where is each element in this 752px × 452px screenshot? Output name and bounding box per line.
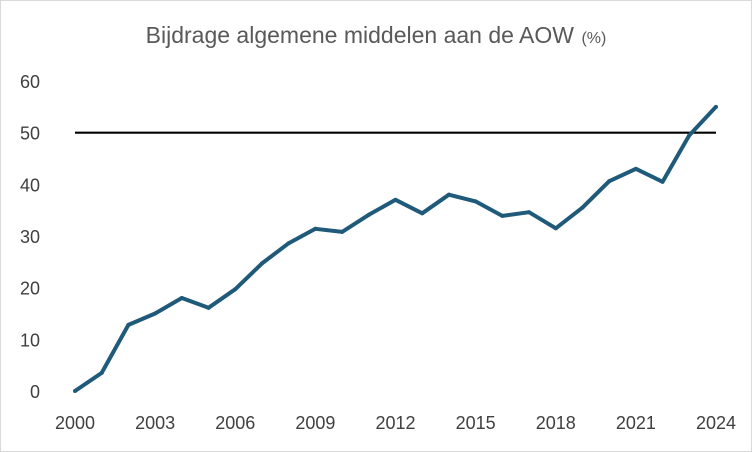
data-point	[500, 213, 505, 218]
data-point	[340, 229, 345, 234]
data-point	[393, 197, 398, 202]
y-tick-label: 50	[20, 124, 40, 144]
series-line	[73, 105, 718, 393]
y-tick-label: 60	[20, 72, 40, 92]
chart-title: Bijdrage algemene middelen aan de AOW (%…	[0, 22, 752, 49]
data-point	[473, 199, 478, 204]
data-point	[527, 210, 532, 215]
data-point	[179, 296, 184, 300]
x-tick-label: 2015	[456, 413, 496, 433]
data-point	[446, 192, 451, 197]
data-point	[420, 211, 425, 216]
x-tick-label: 2021	[616, 413, 656, 433]
x-tick-label: 2024	[696, 413, 736, 433]
y-tick-label: 20	[20, 279, 40, 299]
y-tick-label: 40	[20, 175, 40, 195]
data-point	[313, 226, 318, 231]
series-layer	[73, 104, 718, 393]
y-tick-label: 10	[20, 330, 40, 350]
data-point	[286, 241, 291, 246]
data-point	[366, 212, 371, 217]
data-point	[99, 370, 104, 375]
x-axis-ticks: 2000 2003 2006 2009 2012 2015 2018 2021 2024	[55, 413, 736, 433]
data-point	[73, 389, 77, 393]
chart-title-unit: (%)	[581, 30, 607, 47]
data-point	[633, 166, 638, 171]
data-point	[206, 305, 211, 310]
data-point	[714, 104, 718, 109]
data-point	[607, 179, 612, 184]
x-tick-label: 2018	[536, 413, 576, 433]
data-point	[259, 261, 264, 266]
chart-title-text: Bijdrage algemene middelen aan de AOW	[145, 22, 574, 48]
data-point	[126, 322, 131, 327]
x-tick-label: 2000	[55, 413, 95, 433]
x-tick-label: 2009	[295, 413, 335, 433]
x-tick-label: 2012	[375, 413, 415, 433]
data-point	[233, 287, 238, 292]
y-tick-label: 30	[20, 227, 40, 247]
data-point	[660, 179, 665, 184]
data-point	[687, 133, 692, 138]
y-axis-ticks: 0 10 20 30 40 50 60	[20, 72, 40, 402]
data-point	[580, 205, 585, 210]
x-tick-label: 2003	[135, 413, 175, 433]
data-point	[553, 226, 558, 231]
x-tick-label: 2006	[215, 413, 255, 433]
y-tick-label: 0	[30, 382, 40, 402]
data-point	[153, 311, 158, 316]
